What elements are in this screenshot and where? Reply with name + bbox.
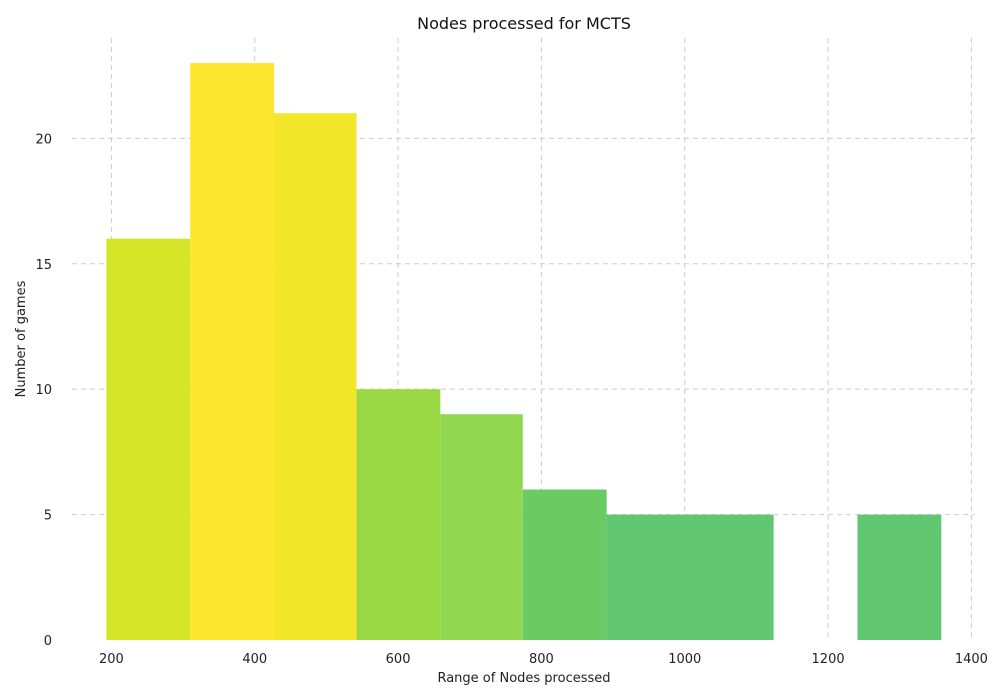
x-tick-label: 800: [529, 652, 554, 667]
y-axis-ticks: 0 5 10 15 20: [35, 132, 52, 649]
histogram-bar: [522, 489, 607, 640]
x-tick-label: 200: [99, 652, 124, 667]
x-tick-label: 600: [386, 652, 411, 667]
histogram-bar: [356, 389, 441, 640]
x-axis-ticks: 200 400 600 800 1000 1200 1400: [99, 652, 988, 667]
y-tick-label: 15: [35, 258, 52, 273]
x-tick-label: 1400: [955, 652, 988, 667]
y-axis-label: Number of games: [14, 280, 29, 397]
x-tick-label: 1200: [812, 652, 845, 667]
histogram-bar: [857, 514, 942, 640]
histogram-bar: [606, 514, 691, 640]
histogram-bar: [690, 514, 774, 640]
y-tick-label: 10: [35, 383, 52, 398]
histogram-bar: [274, 113, 357, 640]
histogram-bar: [440, 414, 523, 640]
y-tick-label: 0: [44, 634, 52, 649]
x-tick-label: 1000: [668, 652, 701, 667]
y-tick-label: 5: [44, 509, 52, 524]
x-tick-label: 400: [242, 652, 267, 667]
x-axis-label: Range of Nodes processed: [437, 671, 610, 686]
histogram-bar: [190, 63, 275, 641]
chart-title: Nodes processed for MCTS: [417, 14, 631, 33]
histogram-bars: [106, 63, 942, 641]
histogram-bar: [106, 238, 191, 640]
y-tick-label: 20: [35, 132, 52, 147]
